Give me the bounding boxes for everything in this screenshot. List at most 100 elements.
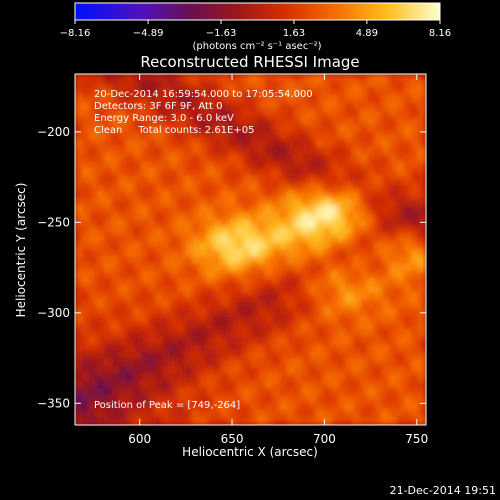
heatmap-cell <box>75 307 83 316</box>
heatmap-cell <box>177 263 185 272</box>
heatmap-cell <box>389 190 398 199</box>
heatmap-cell <box>403 102 412 111</box>
heatmap-cell <box>381 366 390 375</box>
heatmap-cell <box>264 271 273 280</box>
heatmap-cell <box>359 146 368 155</box>
heatmap-cell <box>301 300 310 309</box>
heatmap-cell <box>184 190 193 199</box>
heatmap-cell <box>191 88 200 97</box>
heatmap-cell <box>206 124 215 133</box>
heatmap-cell <box>199 315 207 323</box>
heatmap-cell <box>403 161 412 170</box>
heatmap-cell <box>191 307 200 316</box>
heatmap-cell <box>418 300 426 309</box>
heatmap-cell <box>279 88 288 97</box>
heatmap-cell <box>140 336 149 345</box>
heatmap-cell <box>75 161 83 170</box>
heatmap-cell <box>162 402 171 411</box>
heatmap-cell <box>162 388 171 397</box>
heatmap-cell <box>184 102 193 111</box>
heatmap-cell <box>381 198 390 206</box>
heatmap-cell <box>191 124 200 133</box>
heatmap-cell <box>125 102 134 111</box>
heatmap-cell <box>206 344 215 353</box>
heatmap-cell <box>111 300 120 309</box>
heatmap-cell <box>228 249 237 258</box>
heatmap-cell <box>111 402 120 411</box>
heatmap-cell <box>147 285 156 294</box>
heatmap-cell <box>418 271 426 280</box>
heatmap-cell <box>345 366 354 375</box>
heatmap-cell <box>155 234 164 243</box>
heatmap-cell <box>323 146 332 155</box>
heatmap-cell <box>381 183 390 192</box>
heatmap-cell <box>359 81 368 89</box>
heatmap-cell <box>82 336 90 345</box>
heatmap-cell <box>133 388 142 397</box>
heatmap-cell <box>389 227 398 236</box>
heatmap-cell <box>242 329 251 338</box>
heatmap-cell <box>381 410 390 418</box>
heatmap-cell <box>396 161 405 170</box>
heatmap-cell <box>118 373 127 382</box>
heatmap-cell <box>242 410 251 418</box>
heatmap-cell <box>337 74 346 82</box>
heatmap-cell <box>381 417 390 425</box>
heatmap-cell <box>82 307 90 316</box>
heatmap-cell <box>199 205 207 214</box>
heatmap-cell <box>147 110 156 119</box>
heatmap-cell <box>359 117 368 126</box>
heatmap-cell <box>220 110 229 119</box>
heatmap-cell <box>125 146 134 155</box>
heatmap-cell <box>199 351 207 360</box>
heatmap-cell <box>367 278 376 287</box>
heatmap-cell <box>220 154 229 163</box>
heatmap-cell <box>316 351 324 360</box>
heatmap-cell <box>381 227 390 236</box>
heatmap-cell <box>206 395 215 404</box>
heatmap-cell <box>220 234 229 243</box>
plot-frame <box>74 73 427 426</box>
heatmap-cell <box>155 329 164 338</box>
heatmap-cell <box>381 190 390 199</box>
heatmap-cell <box>308 410 317 418</box>
heatmap-cell <box>140 256 149 265</box>
heatmap-cell <box>264 219 273 228</box>
heatmap-cell <box>286 271 295 280</box>
heatmap-cell <box>411 183 419 192</box>
heatmap-cell <box>323 124 332 133</box>
heatmap-cell <box>250 322 259 331</box>
heatmap-cell <box>111 271 120 280</box>
heatmap-cell <box>213 234 222 243</box>
heatmap-cell <box>235 373 244 382</box>
heatmap-cell <box>257 395 266 404</box>
heatmap-cell <box>125 88 134 97</box>
heatmap-cell <box>199 417 207 425</box>
heatmap-cell <box>345 373 354 382</box>
heatmap-cell <box>337 300 346 309</box>
heatmap-cell <box>118 388 127 397</box>
heatmap-cell <box>125 373 134 382</box>
heatmap-cell <box>169 271 178 280</box>
heatmap-cell <box>330 117 339 126</box>
heatmap-cell <box>352 146 361 155</box>
heatmap-cell <box>147 315 156 323</box>
heatmap-cell <box>294 417 302 425</box>
heatmap-cell <box>133 132 142 141</box>
heatmap-cell <box>403 117 412 126</box>
heatmap-cell <box>294 285 302 294</box>
heatmap-cell <box>257 161 266 170</box>
heatmap-cell <box>213 300 222 309</box>
heatmap-cell <box>169 154 178 163</box>
heatmap-cell <box>242 300 251 309</box>
heatmap-cell <box>125 227 134 236</box>
heatmap-cell <box>257 154 266 163</box>
heatmap-cell <box>279 81 288 89</box>
heatmap-cell <box>235 271 244 280</box>
heatmap-cell <box>359 132 368 141</box>
heatmap-cell <box>396 278 405 287</box>
heatmap-cell <box>257 88 266 97</box>
heatmap-cell <box>352 307 361 316</box>
heatmap-cell <box>374 81 383 89</box>
heatmap-cell <box>330 336 339 345</box>
